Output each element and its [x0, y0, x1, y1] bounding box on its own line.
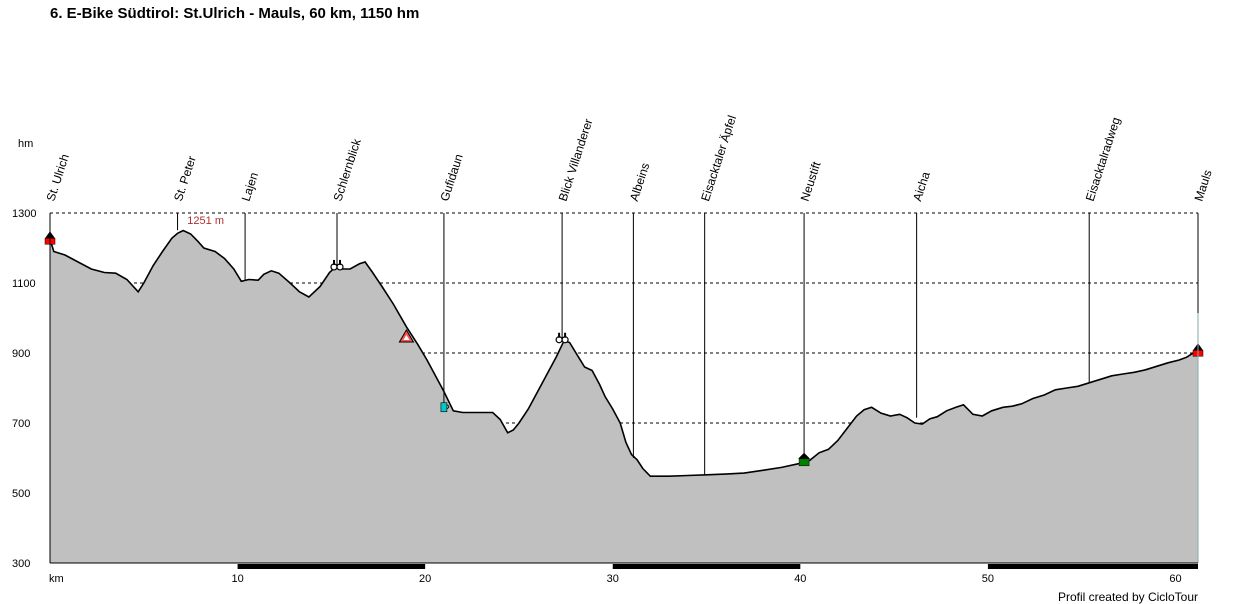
- y-tick-label: 1300: [12, 208, 36, 220]
- waypoint-label: Mauls: [1192, 168, 1215, 203]
- waypoint-label: Lajen: [239, 171, 261, 203]
- waypoint-label: St. Peter: [171, 154, 199, 203]
- y-tick-label: 700: [12, 418, 30, 430]
- cafe-icon: [440, 402, 448, 413]
- binoculars-icon: [339, 259, 341, 265]
- peak-elevation-label: 1251 m: [187, 215, 224, 227]
- km-scale-segment: [237, 564, 426, 569]
- waypoint-label: Neustift: [798, 159, 824, 203]
- x-axis-label: km: [49, 573, 64, 585]
- y-tick-label: 1100: [12, 278, 36, 290]
- x-tick-label: 50: [982, 573, 994, 585]
- house-roof-icon: [798, 452, 811, 459]
- house-icon: [798, 458, 810, 467]
- km-scale-segment: [612, 564, 801, 569]
- x-tick-label: 10: [231, 573, 243, 585]
- waypoint-label: St. Ulrich: [44, 152, 72, 203]
- x-tick-label: 40: [794, 573, 806, 585]
- x-tick-label: 60: [1169, 573, 1181, 585]
- x-tick-label: 30: [607, 573, 619, 585]
- waypoint-label: Schlernblick: [331, 136, 365, 203]
- y-tick-label: 500: [12, 488, 30, 500]
- elevation-line: [49, 229, 1199, 477]
- waypoint-label: Aicha: [910, 170, 933, 203]
- km-scale-segment: [1175, 564, 1198, 569]
- elevation-area: [50, 230, 1198, 563]
- waypoint-label: Gufidaun: [437, 152, 465, 203]
- warning-inner-icon: [403, 335, 410, 340]
- chart-title: 6. E-Bike Südtirol: St.Ulrich - Mauls, 6…: [50, 5, 420, 22]
- waypoint-label: Blick Villanderer: [556, 117, 596, 203]
- waypoint-label: Eisacktaler Äpfel: [698, 114, 739, 203]
- credit-text: Profil created by CicloTour: [1057, 590, 1198, 604]
- binoculars-icon: [558, 332, 561, 338]
- waypoint-label: Albeins: [627, 161, 652, 203]
- waypoint-label: Eisacktalradweg: [1083, 116, 1123, 203]
- y-tick-label: 900: [12, 348, 30, 360]
- cup-handle-icon: [446, 404, 450, 410]
- km-scale-segment: [987, 564, 1176, 569]
- binoculars-icon: [564, 332, 567, 338]
- y-axis-label: hm: [18, 138, 33, 150]
- axes: 300 500 700 900 1100 1300 10 20 30 40 50 60: [12, 208, 1199, 585]
- x-tick-label: 20: [419, 573, 431, 585]
- binoculars-icon: [333, 259, 335, 265]
- y-tick-label: 300: [12, 558, 30, 570]
